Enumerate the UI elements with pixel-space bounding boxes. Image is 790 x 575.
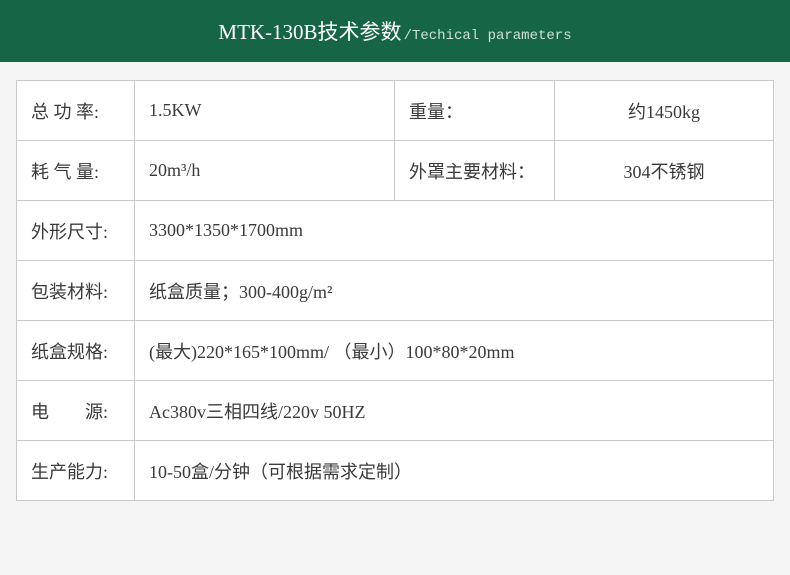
- label-dimensions: 外形尺寸:: [17, 201, 135, 261]
- value-power: 1.5KW: [135, 81, 395, 141]
- table-row: 生产能力: 10-50盒/分钟（可根据需求定制）: [17, 441, 774, 501]
- value-dimensions: 3300*1350*1700mm: [135, 201, 774, 261]
- value-box-spec: (最大)220*165*100mm/ （最小）100*80*20mm: [135, 321, 774, 381]
- value-air: 20m³/h: [135, 141, 395, 201]
- label-capacity: 生产能力:: [17, 441, 135, 501]
- header-title: MTK-130B技术参数/Techical parameters: [218, 16, 571, 46]
- label-air: 耗 气 量:: [17, 141, 135, 201]
- value-weight: 约1450kg: [555, 81, 774, 141]
- title-sub: /Techical parameters: [404, 28, 572, 44]
- value-capacity: 10-50盒/分钟（可根据需求定制）: [135, 441, 774, 501]
- value-cover-material: 304不锈钢: [555, 141, 774, 201]
- table-row: 耗 气 量: 20m³/h 外罩主要材料： 304不锈钢: [17, 141, 774, 201]
- title-main: MTK-130B技术参数: [218, 20, 401, 44]
- value-packaging: 纸盒质量；300-400g/m²: [135, 261, 774, 321]
- label-cover-material: 外罩主要材料：: [395, 141, 555, 201]
- label-power-supply: 电 源:: [17, 381, 135, 441]
- label-packaging: 包装材料:: [17, 261, 135, 321]
- value-power-supply: Ac380v三相四线/220v 50HZ: [135, 381, 774, 441]
- table-row: 包装材料: 纸盒质量；300-400g/m²: [17, 261, 774, 321]
- label-weight: 重量：: [395, 81, 555, 141]
- label-box-spec: 纸盒规格:: [17, 321, 135, 381]
- header-bar: MTK-130B技术参数/Techical parameters: [0, 0, 790, 62]
- table-row: 总 功 率: 1.5KW 重量： 约1450kg: [17, 81, 774, 141]
- label-power: 总 功 率:: [17, 81, 135, 141]
- table-row: 电 源: Ac380v三相四线/220v 50HZ: [17, 381, 774, 441]
- table-row: 纸盒规格: (最大)220*165*100mm/ （最小）100*80*20mm: [17, 321, 774, 381]
- spec-table: 总 功 率: 1.5KW 重量： 约1450kg 耗 气 量: 20m³/h 外…: [16, 80, 774, 501]
- table-row: 外形尺寸: 3300*1350*1700mm: [17, 201, 774, 261]
